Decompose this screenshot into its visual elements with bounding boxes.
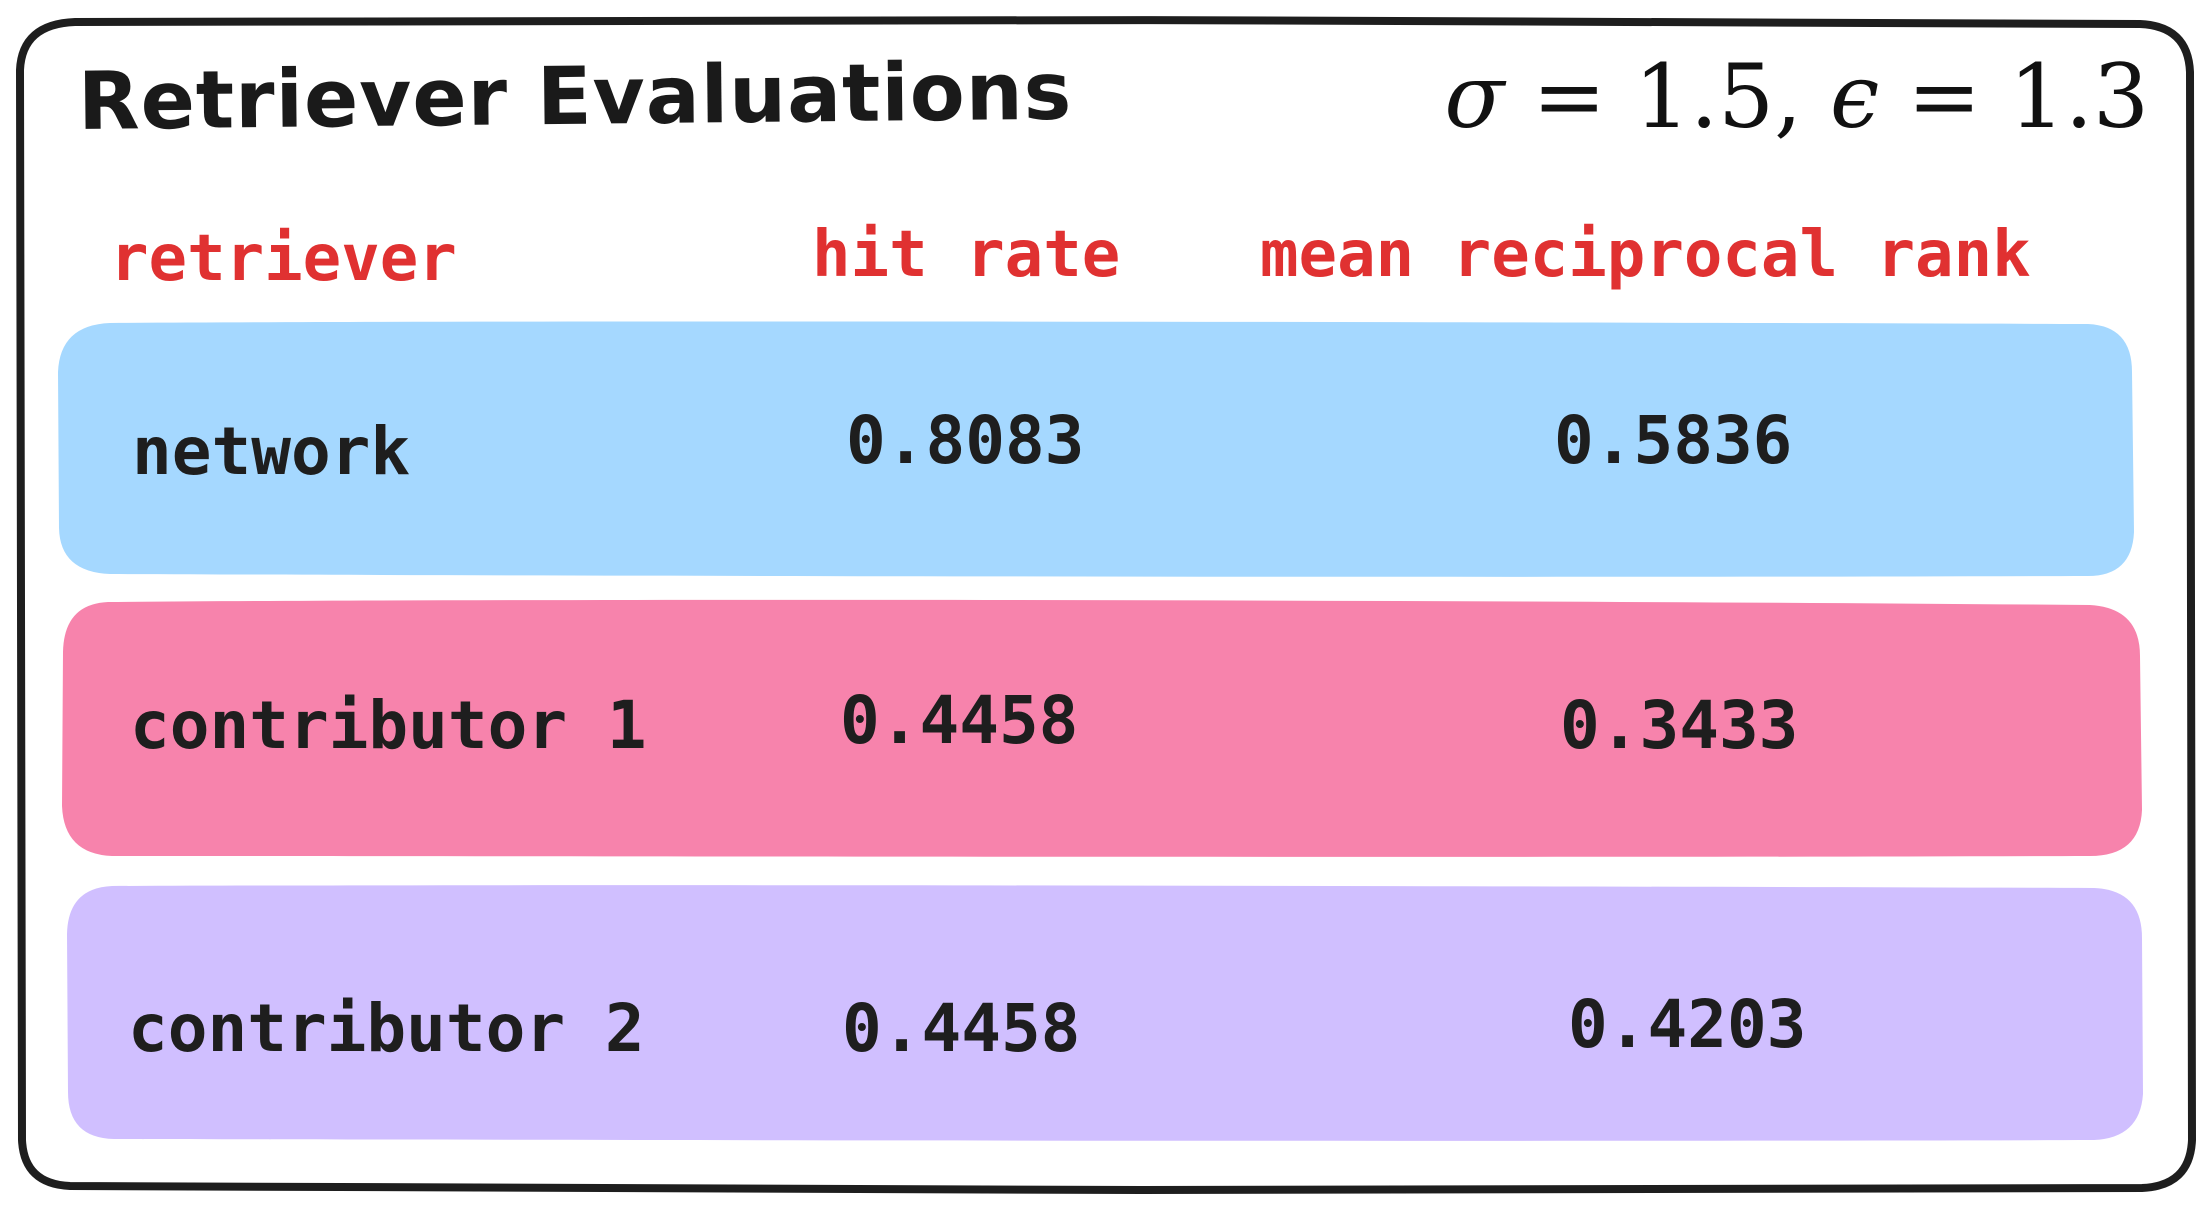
column-header-mean-reciprocal-rank: mean reciprocal rank <box>1260 218 2031 292</box>
equals-sign: = <box>1532 45 1635 148</box>
row-network-hit-rate: 0.8083 <box>846 402 1085 479</box>
sigma-symbol: σ <box>1444 45 1505 148</box>
row-contributor-2-retriever: contributor 2 <box>128 990 645 1067</box>
frame-border <box>16 15 2196 1195</box>
row-contributor-2-mrr: 0.4203 <box>1568 986 1807 1063</box>
row-contributor-1-retriever: contributor 1 <box>130 687 647 764</box>
parameter-equation: σ = 1.5, ϵ = 1.3 <box>1444 45 2149 148</box>
epsilon-symbol: ϵ <box>1830 45 1880 148</box>
equals-sign: = <box>1907 45 2010 148</box>
row-network-mrr: 0.5836 <box>1554 402 1793 479</box>
card-title: Retriever Evaluations <box>77 44 1073 148</box>
row-background-network <box>58 321 2134 577</box>
row-contributor-2-hit-rate: 0.4458 <box>842 990 1081 1067</box>
column-header-hit-rate: hit rate <box>812 218 1121 292</box>
epsilon-value: 1.3 <box>2009 45 2149 148</box>
row-contributor-1-hit-rate: 0.4458 <box>840 682 1079 759</box>
comma: , <box>1774 45 1831 148</box>
column-header-retriever: retriever <box>110 222 457 296</box>
row-background-contributor-1 <box>62 599 2142 857</box>
row-contributor-1-mrr: 0.3433 <box>1560 687 1799 764</box>
sigma-value: 1.5 <box>1634 45 1775 148</box>
row-background-contributor-2 <box>67 885 2143 1141</box>
row-network-retriever: network <box>132 413 411 490</box>
